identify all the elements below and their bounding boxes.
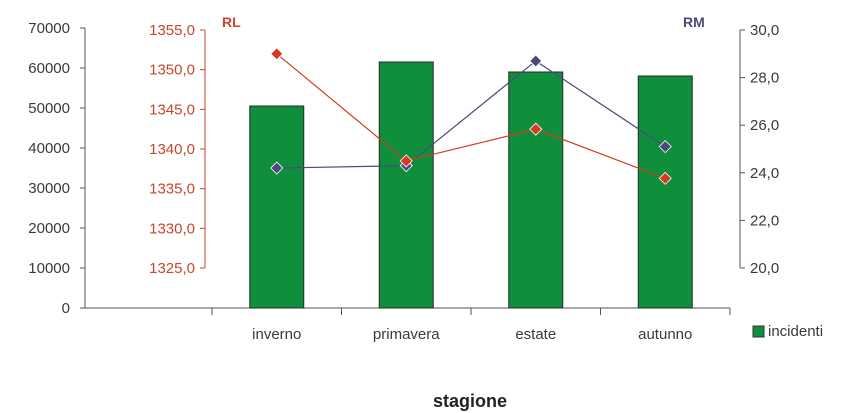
rm-axis-title: RM (683, 14, 705, 30)
bar (637, 75, 693, 309)
rl-tick-label: 1355,0 (149, 22, 195, 39)
rm-tick-label: 20,0 (750, 260, 779, 277)
bar (378, 61, 434, 309)
primary-y-tick-label: 70000 (28, 20, 70, 37)
rm-tick-label: 30,0 (750, 22, 779, 39)
rm-tick-label: 26,0 (750, 117, 779, 134)
rl-tick-label: 1345,0 (149, 101, 195, 118)
x-axis-title: stagione (433, 391, 507, 411)
rm-series-point (529, 54, 543, 68)
rl-axis-title: RL (222, 14, 241, 30)
primary-y-tick-label: 0 (62, 300, 70, 317)
bar (249, 105, 305, 309)
rl-series-point (529, 122, 543, 136)
rl-tick-label: 1335,0 (149, 181, 195, 198)
rl-series-point (658, 171, 672, 185)
rm-series-line (276, 60, 666, 169)
rl-series-point (399, 154, 413, 168)
lines-layer (270, 47, 672, 185)
bar (508, 71, 564, 309)
primary-y-tick-label: 10000 (28, 260, 70, 277)
rl-tick-label: 1330,0 (149, 220, 195, 237)
rm-series-point (658, 140, 672, 154)
rm-tick-label: 28,0 (750, 70, 779, 87)
bars-layer (249, 61, 693, 309)
labels-layer: 0 10000 20000 30000 40000 50000 60000 70000 inve… (28, 20, 779, 343)
primary-y-tick-label: 50000 (28, 100, 70, 117)
primary-y-tick-label: 30000 (28, 180, 70, 197)
primary-y-tick-label: 60000 (28, 60, 70, 77)
legend-label: incidenti (768, 323, 823, 340)
rl-tick-label: 1350,0 (149, 62, 195, 79)
x-tick-label: autunno (638, 326, 692, 343)
legend: incidenti (752, 323, 823, 340)
x-tick-label: primavera (373, 326, 440, 343)
rl-series-point (270, 47, 284, 61)
rl-tick-label: 1340,0 (149, 141, 195, 158)
rl-tick-label: 1325,0 (149, 260, 195, 277)
rm-tick-label: 24,0 (750, 165, 779, 182)
x-tick-label: inverno (252, 326, 301, 343)
legend-swatch (752, 325, 765, 338)
rm-tick-label: 22,0 (750, 212, 779, 229)
rl-series-line (276, 53, 666, 179)
rm-series-point (270, 161, 284, 175)
primary-y-tick-label: 40000 (28, 140, 70, 157)
x-tick-label: estate (515, 326, 556, 343)
primary-y-tick-label: 20000 (28, 220, 70, 237)
